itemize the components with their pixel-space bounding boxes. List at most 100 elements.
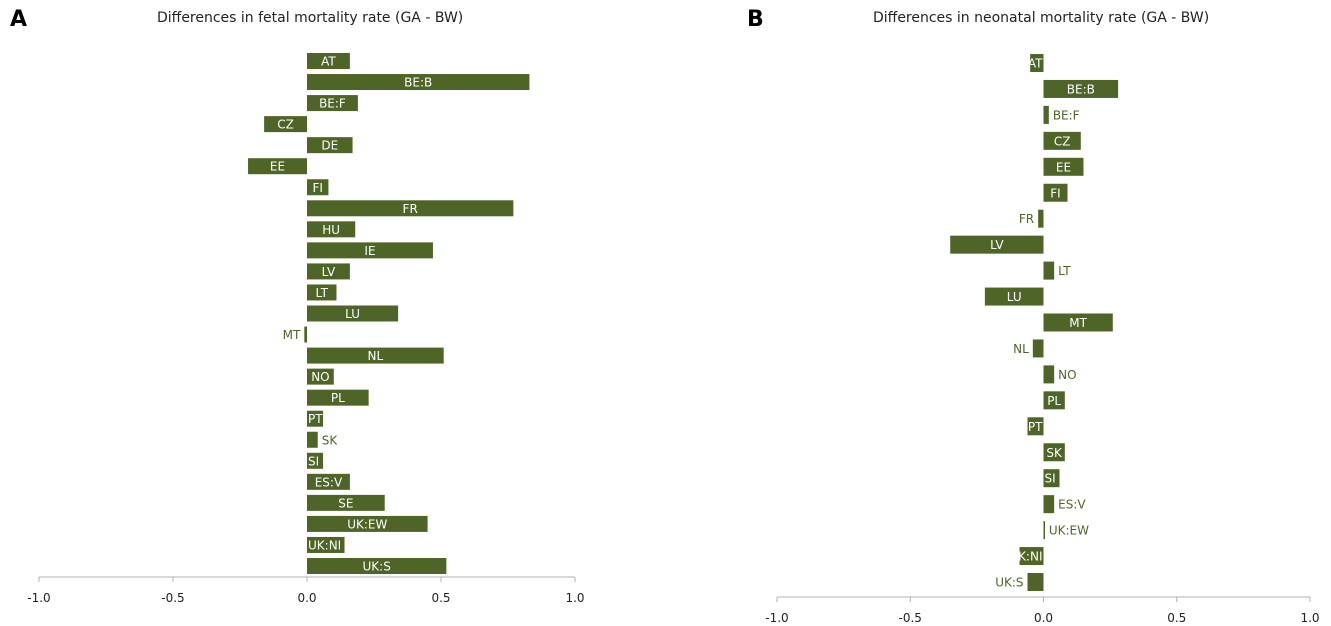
bar-label: BE:B bbox=[1067, 82, 1095, 96]
bar-lt bbox=[307, 284, 337, 301]
bar-ukni bbox=[307, 536, 345, 553]
bar-lt bbox=[1043, 261, 1055, 280]
bar-at bbox=[307, 53, 350, 69]
bar-label: NO bbox=[1058, 368, 1076, 382]
bar-sk bbox=[307, 431, 318, 448]
bar-se bbox=[307, 494, 385, 511]
bar-label: HU bbox=[322, 223, 340, 237]
bar-label: SI bbox=[1045, 472, 1056, 486]
bar-uks bbox=[307, 558, 447, 574]
bar-label: NO bbox=[311, 370, 329, 384]
chart-a: -1.0 -0.5 0.0 0.5 1.0 AT BE:B BE:F CZ DE EE FI FR HU I… bbox=[27, 53, 585, 605]
bar-label: EE bbox=[270, 160, 285, 174]
bar-label: CZ bbox=[1054, 134, 1071, 148]
bar-fr bbox=[307, 200, 514, 217]
bar-pt bbox=[307, 410, 324, 427]
bar-cz bbox=[264, 116, 307, 133]
bar-label: UK:S bbox=[363, 560, 391, 574]
bar-bef bbox=[1043, 105, 1049, 124]
bar-beb bbox=[307, 74, 530, 91]
bar-label: AT bbox=[321, 55, 336, 69]
x-tick-label: 0.5 bbox=[1167, 611, 1186, 625]
bar-ukew bbox=[1043, 521, 1045, 540]
bar-label: NL bbox=[1013, 342, 1029, 356]
bar-label: LU bbox=[345, 307, 360, 321]
bar-lu bbox=[984, 287, 1044, 306]
bar-mt bbox=[1043, 313, 1113, 332]
bar-label: NL bbox=[368, 349, 384, 363]
bar-ee bbox=[1043, 157, 1084, 176]
x-tick-label: 0.0 bbox=[1034, 611, 1053, 625]
bar-label: BE:B bbox=[404, 76, 432, 90]
panel-b-letter: B bbox=[747, 7, 764, 32]
chart-b: -1.0 -0.5 0.0 0.5 1.0 AT BE:B BE:F CZ EE FI FR LV LT L… bbox=[765, 54, 1320, 625]
bar-label: AT bbox=[1028, 57, 1043, 71]
bar-label: FI bbox=[1050, 186, 1060, 200]
bar-label: IE bbox=[364, 244, 375, 258]
bar-uks bbox=[1027, 573, 1044, 591]
bar-ee bbox=[248, 158, 307, 175]
x-tick-label: -1.0 bbox=[27, 591, 50, 605]
bar-cz bbox=[1043, 131, 1081, 150]
bar-label: LT bbox=[1058, 264, 1071, 278]
bar-pl bbox=[307, 389, 369, 406]
bar-label: LU bbox=[1007, 290, 1022, 304]
bar-label: MT bbox=[283, 328, 301, 342]
bar-at bbox=[1030, 54, 1044, 72]
bar-label: PT bbox=[1028, 420, 1043, 434]
bar-hu bbox=[307, 221, 356, 238]
panel-b-title: Differences in neonatal mortality rate (… bbox=[873, 10, 1210, 26]
bar-label: SK bbox=[1046, 446, 1063, 460]
bar-label: EE bbox=[1056, 160, 1071, 174]
x-tick-label: -1.0 bbox=[765, 611, 788, 625]
bar-sk bbox=[1043, 443, 1065, 462]
bar-ukni bbox=[1019, 547, 1044, 566]
bar-ukew bbox=[307, 515, 428, 532]
x-tick-label: 1.0 bbox=[1300, 611, 1319, 625]
bar-label: UK:EW bbox=[347, 517, 387, 531]
bar-lu bbox=[307, 305, 399, 322]
bar-si bbox=[1043, 469, 1060, 488]
bar-label: PL bbox=[1047, 394, 1061, 408]
bar-si bbox=[307, 452, 324, 469]
panel-a-title: Differences in fetal mortality rate (GA … bbox=[157, 10, 464, 26]
bar-label: LV bbox=[990, 238, 1004, 252]
bar-beb bbox=[1043, 79, 1119, 98]
x-tick-label: -0.5 bbox=[899, 611, 922, 625]
bar-nl bbox=[1032, 339, 1044, 358]
bar-label: LT bbox=[316, 286, 329, 300]
bar-label: FR bbox=[1019, 212, 1034, 226]
x-tick-label: -0.5 bbox=[161, 591, 184, 605]
bar-fr bbox=[1038, 209, 1044, 228]
bar-label: PL bbox=[331, 391, 345, 405]
bar-pt bbox=[1027, 417, 1044, 436]
bar-label: FI bbox=[312, 181, 322, 195]
bar-label: FR bbox=[403, 202, 418, 216]
bar-label: ES:V bbox=[1058, 498, 1086, 512]
bar-ie bbox=[307, 242, 433, 259]
bar-label: SK bbox=[322, 433, 339, 447]
bar-label: UK:NI bbox=[308, 538, 341, 552]
bar-lv bbox=[950, 235, 1044, 254]
x-tick-label: 0.0 bbox=[297, 591, 316, 605]
bar-label: UK:S bbox=[995, 576, 1023, 590]
bar-no bbox=[307, 368, 334, 385]
bar-label: CZ bbox=[277, 118, 294, 132]
bar-label: DE bbox=[321, 139, 338, 153]
panel-a-letter: A bbox=[10, 7, 28, 32]
bar-pl bbox=[1043, 391, 1065, 410]
bar-label: BE:F bbox=[319, 97, 346, 111]
bar-fi bbox=[307, 179, 329, 196]
bar-label: SE bbox=[338, 496, 353, 510]
bar-label: SI bbox=[308, 454, 319, 468]
bar-esv bbox=[307, 473, 350, 490]
bar-label: MT bbox=[1069, 316, 1087, 330]
bar-label: UK:EW bbox=[1049, 524, 1089, 538]
bar-lv bbox=[307, 263, 350, 280]
bar-esv bbox=[1043, 495, 1055, 514]
bar-bef bbox=[307, 95, 358, 112]
x-tick-label: 0.5 bbox=[431, 591, 450, 605]
bar-label: UK:NI bbox=[1009, 550, 1042, 564]
bar-label: BE:F bbox=[1053, 108, 1080, 122]
bar-de bbox=[307, 137, 353, 154]
